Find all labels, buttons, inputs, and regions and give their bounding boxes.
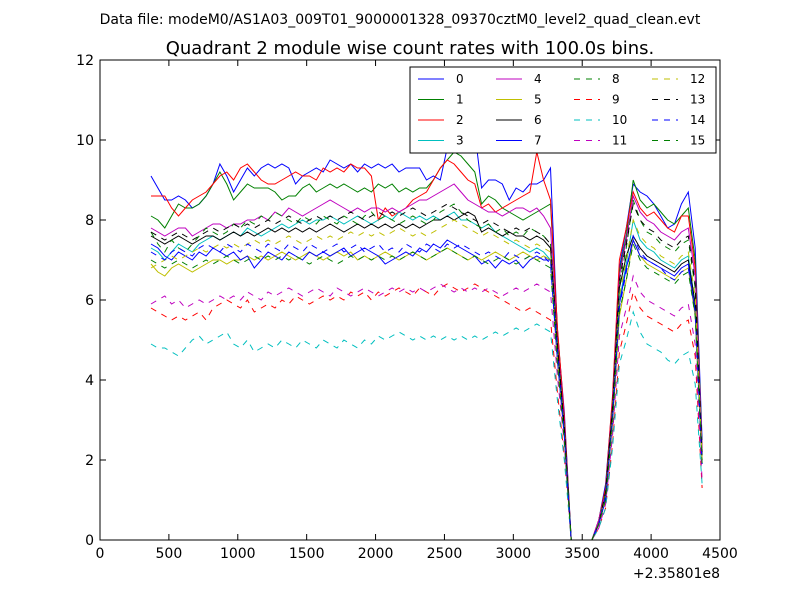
axis-ticks: 0 500 1000 1500 2000 2500 3000 3500 4000 4500 0 2 4 6… xyxy=(76,53,738,562)
series-layer xyxy=(150,131,703,540)
legend-label-5: 5 xyxy=(534,93,542,107)
legend-label-11: 11 xyxy=(612,134,627,148)
x-tick-label: 500 xyxy=(156,546,183,562)
series-line-1 xyxy=(150,151,703,540)
y-tick-label: 2 xyxy=(85,453,94,469)
chart-title: Quadrant 2 module wise count rates with … xyxy=(166,38,655,59)
y-tick-label: 6 xyxy=(85,293,94,309)
legend-label-8: 8 xyxy=(612,72,620,86)
x-tick-label: 1500 xyxy=(289,546,325,562)
series-line-13 xyxy=(150,202,703,540)
legend-label-10: 10 xyxy=(612,113,627,127)
series-line-4 xyxy=(150,183,703,540)
legend-label-15: 15 xyxy=(690,134,705,148)
legend-label-1: 1 xyxy=(456,93,464,107)
y-tick-label: 8 xyxy=(85,213,94,229)
legend-label-14: 14 xyxy=(690,113,705,127)
y-tick-label: 10 xyxy=(76,133,94,149)
series-line-11 xyxy=(150,274,703,540)
legend-label-3: 3 xyxy=(456,134,464,148)
legend-box xyxy=(409,66,717,154)
legend-label-7: 7 xyxy=(534,134,542,148)
x-tick-label: 3500 xyxy=(564,546,600,562)
series-line-5 xyxy=(150,238,703,540)
x-tick-label: 4500 xyxy=(702,546,738,562)
legend-label-13: 13 xyxy=(690,93,705,107)
x-tick-label: 0 xyxy=(96,546,105,562)
legend-label-4: 4 xyxy=(534,72,542,86)
x-tick-label: 2000 xyxy=(358,546,394,562)
x-tick-label: 1000 xyxy=(220,546,256,562)
x-tick-label: 3000 xyxy=(496,546,532,562)
x-offset-label: +2.35801e8 xyxy=(633,566,720,582)
legend-label-9: 9 xyxy=(612,93,620,107)
legend-label-6: 6 xyxy=(534,113,542,127)
legend-label-0: 0 xyxy=(456,72,464,86)
series-line-14 xyxy=(150,234,703,540)
x-tick-label: 2500 xyxy=(427,546,463,562)
series-line-8 xyxy=(150,199,703,540)
y-tick-label: 0 xyxy=(85,533,94,549)
data-file-caption: Data file: modeM0/AS1A03_009T01_90000013… xyxy=(100,12,701,28)
legend-label-12: 12 xyxy=(690,72,705,86)
y-tick-label: 12 xyxy=(76,53,94,69)
series-line-2 xyxy=(151,151,703,540)
series-line-10 xyxy=(150,310,703,540)
legend-label-2: 2 xyxy=(456,113,464,127)
y-tick-label: 4 xyxy=(85,373,94,389)
x-tick-label: 4000 xyxy=(633,546,669,562)
series-line-7 xyxy=(150,238,703,540)
